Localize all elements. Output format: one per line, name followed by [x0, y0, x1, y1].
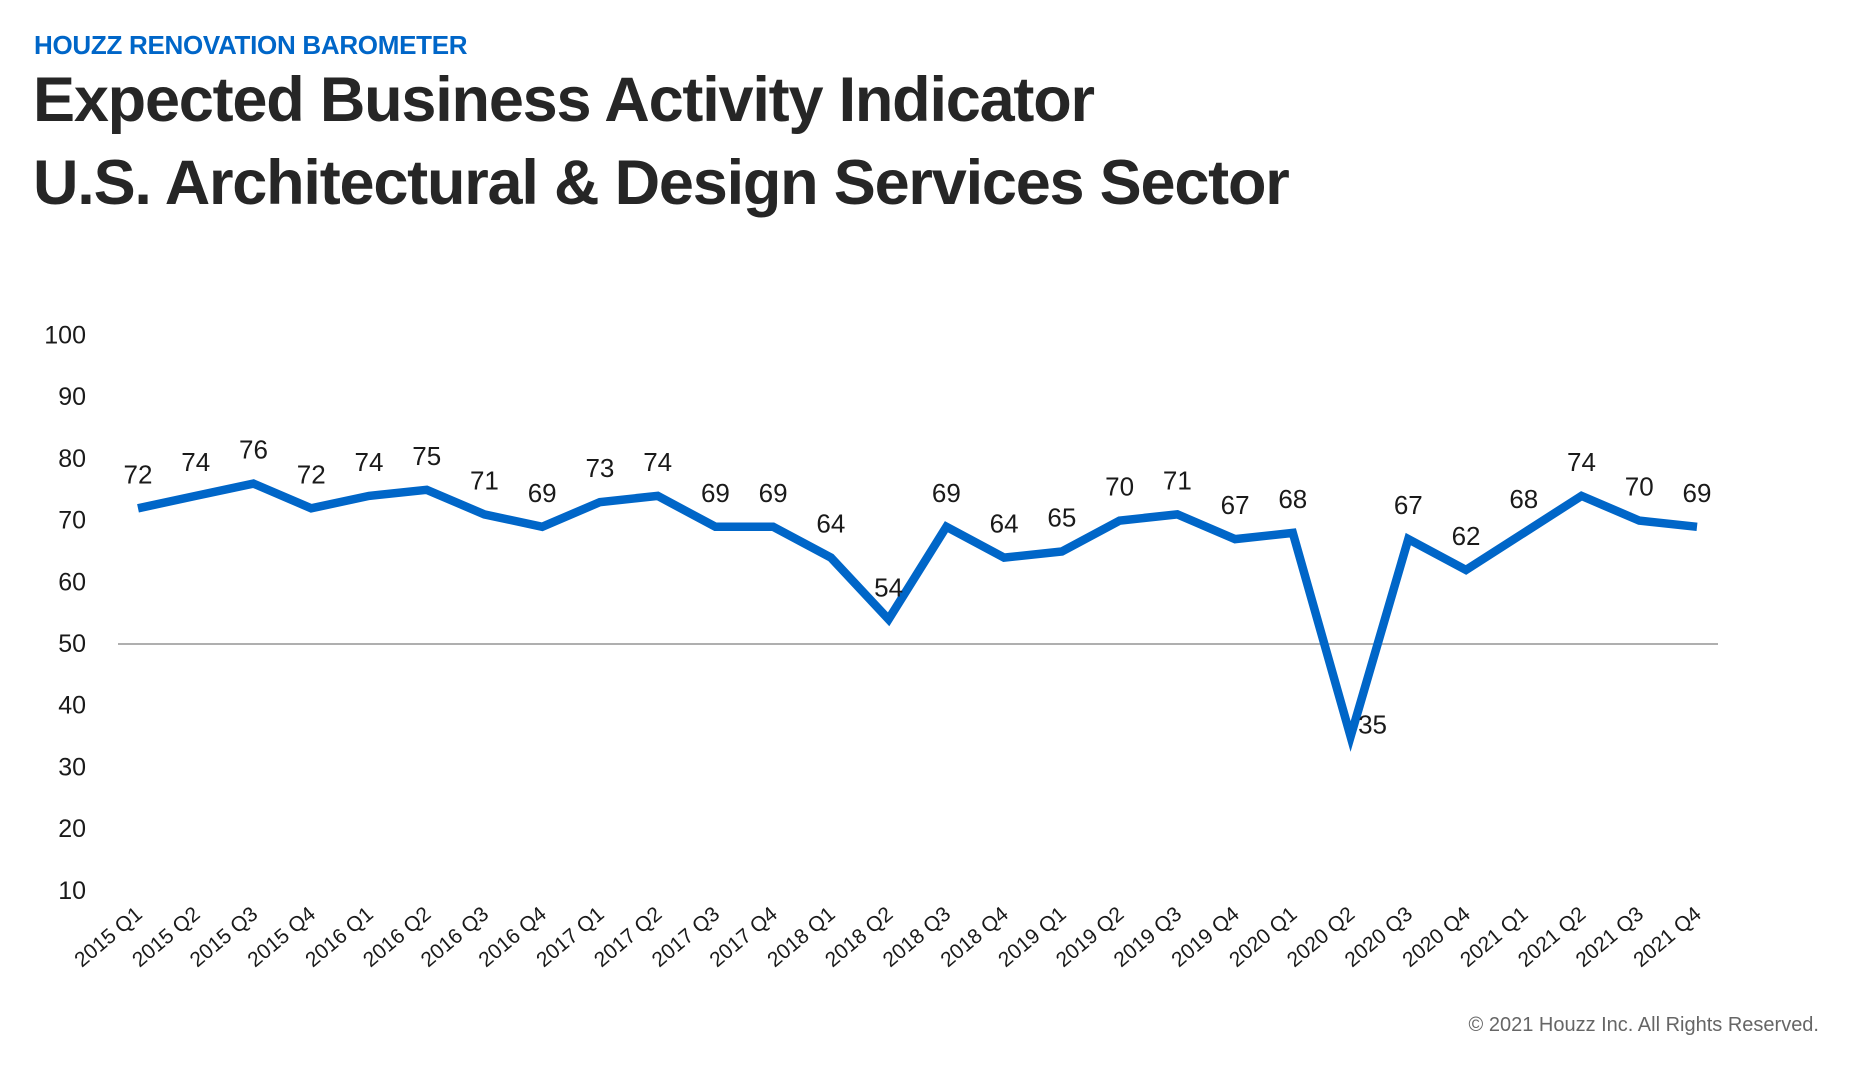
y-tick-label: 70 [58, 507, 86, 535]
report-kicker: HOUZZ RENOVATION BAROMETER [34, 30, 468, 60]
y-axis: 100 90 80 70 60 50 40 30 20 10 [44, 322, 86, 905]
data-label: 68 [1278, 484, 1307, 514]
data-label: 62 [1452, 521, 1481, 551]
data-label: 67 [1394, 490, 1423, 520]
data-label: 70 [1105, 472, 1134, 502]
data-label: 67 [1221, 490, 1250, 520]
data-label: 72 [124, 459, 153, 489]
data-point [307, 504, 315, 512]
data-label: 74 [181, 447, 210, 477]
data-point [1404, 535, 1412, 543]
data-label: 69 [1683, 478, 1712, 508]
data-point [365, 492, 373, 500]
data-points [134, 480, 1701, 741]
data-label: 69 [759, 478, 788, 508]
data-label: 65 [1047, 502, 1076, 532]
y-tick-label: 30 [58, 753, 86, 781]
y-tick-label: 60 [58, 568, 86, 596]
data-label: 69 [932, 478, 961, 508]
data-label: 72 [297, 459, 326, 489]
data-label: 71 [1163, 465, 1192, 495]
chart-title-line-1: Expected Business Activity Indicator [33, 65, 1095, 135]
data-point [1289, 529, 1297, 537]
data-point [827, 554, 835, 562]
data-label: 68 [1509, 484, 1538, 514]
data-label: 69 [701, 478, 730, 508]
data-point [1520, 529, 1528, 537]
data-point [1058, 547, 1066, 555]
chart-title-line-2: U.S. Architectural & Design Services Sec… [33, 148, 1290, 218]
data-label: 74 [643, 447, 672, 477]
data-point [942, 523, 950, 531]
y-tick-label: 100 [44, 322, 86, 350]
data-point [654, 492, 662, 500]
y-tick-label: 10 [58, 877, 86, 905]
data-point [1000, 554, 1008, 562]
data-point [538, 523, 546, 531]
data-point [423, 486, 431, 494]
data-label: 71 [470, 465, 499, 495]
data-point [249, 480, 257, 488]
y-tick-label: 90 [58, 383, 86, 411]
data-point [1578, 492, 1586, 500]
data-point [596, 498, 604, 506]
data-point [1347, 733, 1355, 741]
data-point [1116, 517, 1124, 525]
data-point [192, 492, 200, 500]
data-point [1693, 523, 1701, 531]
series-line [137, 479, 1698, 752]
data-point [480, 510, 488, 518]
data-point [769, 523, 777, 531]
data-label: 74 [1567, 447, 1596, 477]
data-label: 35 [1358, 710, 1387, 740]
copyright-notice: © 2021 Houzz Inc. All Rights Reserved. [1468, 1014, 1819, 1036]
y-tick-label: 20 [58, 815, 86, 843]
data-label: 70 [1625, 472, 1654, 502]
data-label: 74 [355, 447, 384, 477]
data-point [711, 523, 719, 531]
data-label: 69 [528, 478, 557, 508]
data-label: 76 [239, 435, 268, 465]
data-label: 54 [874, 572, 903, 602]
data-label: 64 [990, 509, 1019, 539]
y-tick-label: 50 [58, 630, 86, 658]
data-point [134, 504, 142, 512]
y-tick-label: 80 [58, 445, 86, 473]
y-tick-label: 40 [58, 692, 86, 720]
data-point [1173, 510, 1181, 518]
data-point [885, 615, 893, 623]
data-labels: 72 74 76 72 74 75 71 69 73 74 69 69 64 54 69 64 65 70 71 67… [124, 435, 1712, 740]
data-point [1635, 517, 1643, 525]
data-point [1231, 535, 1239, 543]
data-point [1462, 566, 1470, 574]
data-label: 73 [585, 453, 614, 483]
data-label: 75 [412, 441, 441, 471]
data-label: 64 [816, 509, 845, 539]
